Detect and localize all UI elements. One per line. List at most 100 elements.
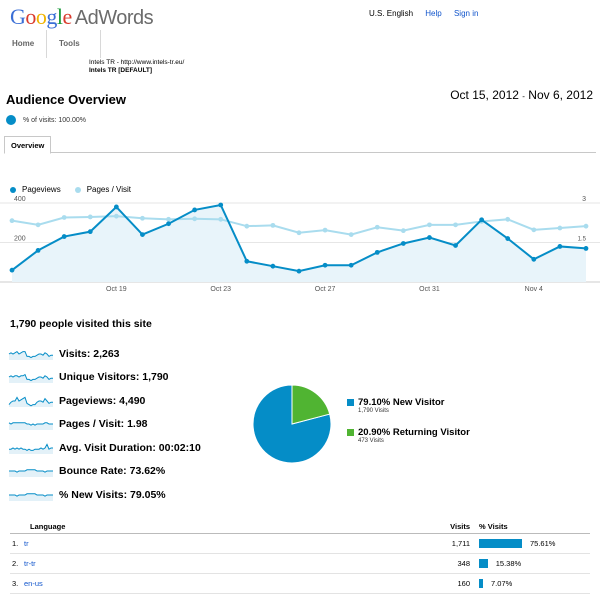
row-index: 3.	[12, 579, 19, 588]
pageviews-point	[322, 262, 328, 268]
row-index: 1.	[12, 539, 19, 548]
account-profile: Intels TR [DEFAULT]	[89, 67, 153, 74]
date-start: Oct 15, 2012	[450, 88, 519, 102]
tab-overview[interactable]: Overview	[4, 136, 52, 154]
date-range[interactable]: Oct 15, 2012 - Nov 6, 2012	[450, 88, 593, 102]
pct-bar	[479, 579, 484, 588]
pages-visit-point	[270, 222, 276, 228]
x-tick-label: Oct 27	[315, 286, 336, 293]
row-pct: 75.61%	[530, 539, 556, 548]
pie-chart	[252, 384, 332, 464]
new-visitor-pct: 79.10%	[358, 397, 391, 408]
metric-label: Visits:	[59, 347, 91, 360]
account-url: Intels TR - http://www.intels-tr.eu/	[89, 59, 185, 66]
language-table-body: 1. tr 1,711 75.61% 2. tr-tr 348 15.38% 3. en-us 16…	[10, 534, 590, 594]
legend-pages-visit[interactable]: Pages / Visit	[74, 185, 132, 194]
legend-pageviews-swatch	[10, 186, 16, 193]
signin-link[interactable]: Sign in	[453, 9, 479, 18]
header-pct-visits[interactable]: % Visits	[479, 522, 508, 531]
pages-visit-point	[427, 222, 432, 228]
visits-pct-label: % of visits: 100.00%	[23, 116, 87, 124]
metric-row: Pageviews: 4,490	[8, 389, 201, 413]
nav-home[interactable]: Home	[0, 30, 47, 58]
row-pct-cell: 15.38%	[470, 559, 590, 568]
google-adwords-logo: Google AdWords	[10, 4, 154, 30]
legend-pageviews[interactable]: Pageviews	[10, 185, 61, 194]
metric-label: Bounce Rate:	[59, 465, 127, 478]
metric-value: 73.62%	[126, 465, 166, 478]
metric-row: Pages / Visit: 1.98	[8, 413, 201, 437]
sparkline-line	[8, 396, 53, 407]
y-right-tick-1-5: 1.5	[578, 237, 587, 243]
pages-visit-point	[218, 216, 224, 222]
date-separator: -	[522, 92, 525, 101]
row-pct-cell: 7.07%	[470, 579, 590, 588]
table-row: 3. en-us 160 7.07%	[10, 574, 590, 594]
row-pct: 7.07%	[491, 579, 513, 588]
pct-bar	[479, 559, 488, 568]
pages-visit-point	[348, 232, 354, 237]
row-language-link[interactable]: tr-tr	[24, 559, 36, 568]
x-tick-label: Oct 19	[106, 286, 127, 293]
account-info: Intels TR - http://www.intels-tr.eu/ Int…	[89, 59, 184, 75]
sparkline-line	[8, 374, 53, 382]
y-left-tick-200: 200	[14, 236, 26, 243]
returning-visitor-name: Returning Visitor	[392, 427, 470, 438]
header-visits[interactable]: Visits	[450, 522, 470, 531]
page-title: Audience Overview	[6, 92, 126, 107]
returning-visitor-visits: 473 Visits	[358, 438, 384, 444]
pages-visit-point	[531, 227, 537, 233]
line-chart: 400 200 3 1.5 Oct 19 Oct 23 Oct 27 Oct 31 Nov 4	[0, 196, 600, 293]
pages-visit-point	[400, 228, 406, 234]
pages-visit-point	[87, 214, 93, 220]
nav-tools[interactable]: Tools	[47, 30, 101, 58]
x-tick-label: Oct 31	[419, 286, 440, 293]
x-tick-label: Nov 4	[525, 286, 543, 293]
metric-row: Bounce Rate: 73.62%	[8, 460, 201, 484]
metric-row: % New Visits: 79.05%	[8, 483, 201, 507]
pages-visit-point	[9, 218, 15, 224]
sparkline-line	[9, 493, 53, 497]
pageviews-point	[296, 268, 302, 274]
pageviews-point	[557, 244, 563, 249]
legend-pages-visit-label: Pages / Visit	[86, 185, 132, 194]
pageviews-point	[479, 217, 485, 223]
logo-product: AdWords	[74, 7, 154, 29]
segment-pie-icon	[6, 115, 16, 125]
row-visits: 348	[457, 559, 470, 568]
pageviews-point	[113, 204, 119, 210]
returning-visitor-pct: 20.90%	[358, 427, 391, 438]
tab-bar: Overview	[4, 136, 596, 154]
metrics-list: Visits: 2,263 Unique Visitors: 1,790 Pagev…	[8, 342, 201, 507]
main-nav: Home Tools	[0, 30, 101, 58]
pages-visit-point	[374, 224, 380, 230]
metric-value: 79.05%	[127, 488, 166, 501]
pages-visit-point	[296, 230, 302, 236]
legend-pageviews-label: Pageviews	[22, 185, 61, 194]
row-language-link[interactable]: tr	[24, 539, 29, 548]
metric-label: Pages / Visit:	[59, 418, 125, 431]
metric-row: Unique Visitors: 1,790	[8, 366, 201, 390]
pages-visit-point	[322, 227, 328, 233]
sparkline-line	[8, 350, 53, 358]
metric-value: 2,263	[90, 347, 120, 360]
pageviews-point	[244, 258, 250, 264]
metric-value: 1.98	[124, 418, 148, 431]
pageviews-point	[35, 248, 41, 253]
sparkline-icon	[9, 443, 53, 454]
sparkline-icon	[8, 396, 53, 407]
row-language-link[interactable]: en-us	[24, 579, 43, 588]
sparkline-line	[9, 469, 53, 474]
header-language[interactable]: Language	[30, 522, 66, 531]
returning-visitor-swatch	[347, 429, 354, 436]
table-row: 1. tr 1,711 75.61%	[10, 534, 590, 554]
pageviews-point	[270, 263, 276, 269]
date-end: Nov 6, 2012	[528, 88, 593, 102]
pie-legend: 79.10% New Visitor 1,790 Visits 20.90% R…	[347, 397, 470, 457]
pages-visit-point	[61, 215, 67, 220]
sparkline-icon	[8, 374, 53, 384]
sparkline-line	[9, 443, 53, 451]
row-pct: 15.38%	[495, 559, 522, 568]
pageviews-point	[218, 202, 224, 208]
help-link[interactable]: Help	[425, 9, 442, 18]
